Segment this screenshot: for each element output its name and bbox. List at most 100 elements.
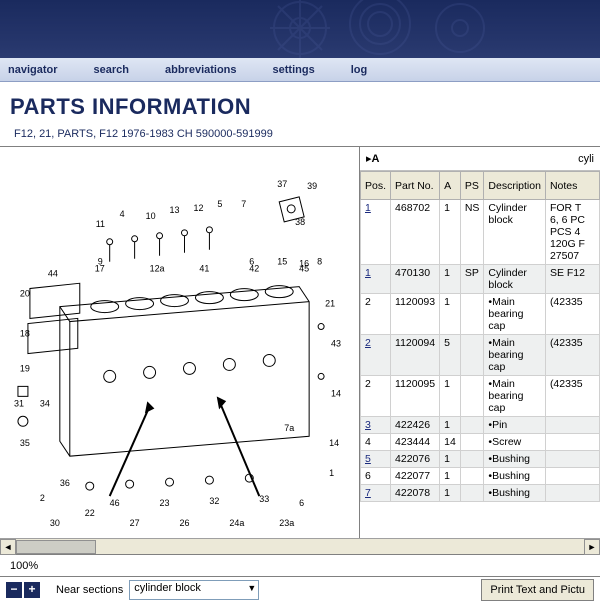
- pos-link[interactable]: 2: [365, 337, 371, 349]
- table-row[interactable]: 2 11200945 •Main bearing cap(42335: [361, 335, 600, 376]
- cell-partno: 1120095: [391, 376, 440, 417]
- cell-notes: [545, 468, 599, 485]
- table-row[interactable]: 442344414•Screw: [361, 434, 600, 451]
- print-button[interactable]: Print Text and Pictu: [481, 579, 594, 601]
- zoom-out-button[interactable]: −: [6, 582, 22, 598]
- scroll-left-arrow-icon[interactable]: ◄: [0, 539, 16, 555]
- scroll-right-arrow-icon[interactable]: ►: [584, 539, 600, 555]
- diagram-callout: 8: [317, 257, 322, 267]
- col-pos[interactable]: Pos.: [361, 172, 391, 200]
- cell-desc: Cylinder block: [484, 200, 546, 265]
- cell-ps: NS: [460, 200, 484, 265]
- diagram-callout: 12: [193, 203, 203, 213]
- content-split: 373938114101312579615168211712a414245444…: [0, 146, 600, 538]
- group-letter: A: [372, 153, 380, 165]
- cell-a: 1: [440, 417, 461, 434]
- pos-link[interactable]: 7: [365, 487, 371, 499]
- diagram-callout: 4: [120, 209, 125, 219]
- cell-pos: 2: [361, 294, 391, 335]
- cell-partno: 1120094: [391, 335, 440, 376]
- diagram-callout: 13: [170, 205, 180, 215]
- pos-link[interactable]: 1: [365, 267, 371, 279]
- diagram-callout: 23: [160, 498, 170, 508]
- scroll-thumb[interactable]: [16, 540, 96, 554]
- table-row[interactable]: 211200951•Main bearing cap(42335: [361, 376, 600, 417]
- cell-notes: [545, 434, 599, 451]
- cell-notes: [545, 417, 599, 434]
- group-title: cyli: [578, 153, 594, 165]
- diagram-callout: 42: [249, 264, 259, 274]
- cell-ps: [460, 294, 484, 335]
- table-row[interactable]: 64220771•Bushing: [361, 468, 600, 485]
- table-row[interactable]: 74220781•Bushing: [361, 485, 600, 502]
- table-row[interactable]: 14701301SPCylinder blockSE F12: [361, 265, 600, 294]
- table-row[interactable]: 211200931•Main bearing cap(42335: [361, 294, 600, 335]
- cell-desc: Cylinder block: [484, 265, 546, 294]
- cell-notes: (42335: [545, 335, 599, 376]
- diagram-callout: 46: [110, 498, 120, 508]
- cell-partno: 470130: [391, 265, 440, 294]
- cell-ps: [460, 434, 484, 451]
- cell-a: 1: [440, 451, 461, 468]
- cell-pos: 2: [361, 335, 391, 376]
- col-desc[interactable]: Description: [484, 172, 546, 200]
- cell-a: 1: [440, 485, 461, 502]
- cell-a: 5: [440, 335, 461, 376]
- cell-partno: 468702: [391, 200, 440, 265]
- cell-ps: [460, 485, 484, 502]
- nav-log[interactable]: log: [351, 64, 368, 76]
- nav-abbreviations[interactable]: abbreviations: [165, 64, 237, 76]
- diagram-callout: 11: [96, 219, 105, 229]
- nav-navigator[interactable]: navigator: [8, 64, 58, 76]
- cell-notes: [545, 485, 599, 502]
- diagram-callout: 22: [85, 508, 95, 518]
- diagram-callout: 35: [20, 438, 30, 448]
- zoom-row: 100%: [0, 554, 600, 576]
- cell-a: 14: [440, 434, 461, 451]
- nav-settings[interactable]: settings: [273, 64, 315, 76]
- diagram-callout: 33: [259, 494, 269, 504]
- cell-partno: 422426: [391, 417, 440, 434]
- app-banner: [0, 0, 600, 58]
- diagram-callout: 30: [50, 518, 60, 528]
- cell-desc: •Main bearing cap: [484, 376, 546, 417]
- cell-desc: •Main bearing cap: [484, 335, 546, 376]
- diagram-pane[interactable]: 373938114101312579615168211712a414245444…: [0, 147, 360, 538]
- cell-ps: [460, 376, 484, 417]
- diagram-callout: 45: [299, 264, 309, 274]
- diagram-callout: 1: [329, 468, 334, 478]
- cell-partno: 422076: [391, 451, 440, 468]
- nav-search[interactable]: search: [94, 64, 129, 76]
- pos-link[interactable]: 5: [365, 453, 371, 465]
- zoom-in-button[interactable]: +: [24, 582, 40, 598]
- cell-desc: •Bushing: [484, 485, 546, 502]
- diagram-callout: 14: [329, 438, 339, 448]
- table-row[interactable]: 54220761•Bushing: [361, 451, 600, 468]
- cell-pos: 1: [361, 265, 391, 294]
- diagram-callout: 17: [95, 264, 105, 274]
- diagram-callout: 2: [40, 493, 45, 503]
- cell-pos: 4: [361, 434, 391, 451]
- cell-partno: 422077: [391, 468, 440, 485]
- banner-gears-icon: [260, 0, 540, 58]
- col-ps[interactable]: PS: [460, 172, 484, 200]
- diagram-callout: 26: [179, 518, 189, 528]
- pos-link[interactable]: 1: [365, 202, 371, 214]
- zoom-percent: 100%: [10, 560, 38, 572]
- col-partno[interactable]: Part No.: [391, 172, 440, 200]
- footer-bar: − + Near sections cylinder block ▼ Print…: [0, 576, 600, 602]
- pos-link[interactable]: 3: [365, 419, 371, 431]
- near-sections-select[interactable]: cylinder block ▼: [129, 580, 259, 600]
- col-notes[interactable]: Notes: [545, 172, 599, 200]
- table-row[interactable]: 3 4224261 •Pin: [361, 417, 600, 434]
- table-row[interactable]: 14687021NSCylinder blockFOR T 6, 6 PC PC…: [361, 200, 600, 265]
- cell-desc: •Pin: [484, 417, 546, 434]
- cell-pos: 5: [361, 451, 391, 468]
- cell-desc: •Bushing: [484, 468, 546, 485]
- parts-table: Pos. Part No. A PS Description Notes 146…: [360, 171, 600, 502]
- col-a[interactable]: A: [440, 172, 461, 200]
- diagram-callout: 43: [331, 338, 341, 348]
- diagram-callout: 24a: [229, 518, 244, 528]
- horizontal-scrollbar[interactable]: ◄ ►: [0, 538, 600, 554]
- diagram-callout: 18: [20, 329, 30, 339]
